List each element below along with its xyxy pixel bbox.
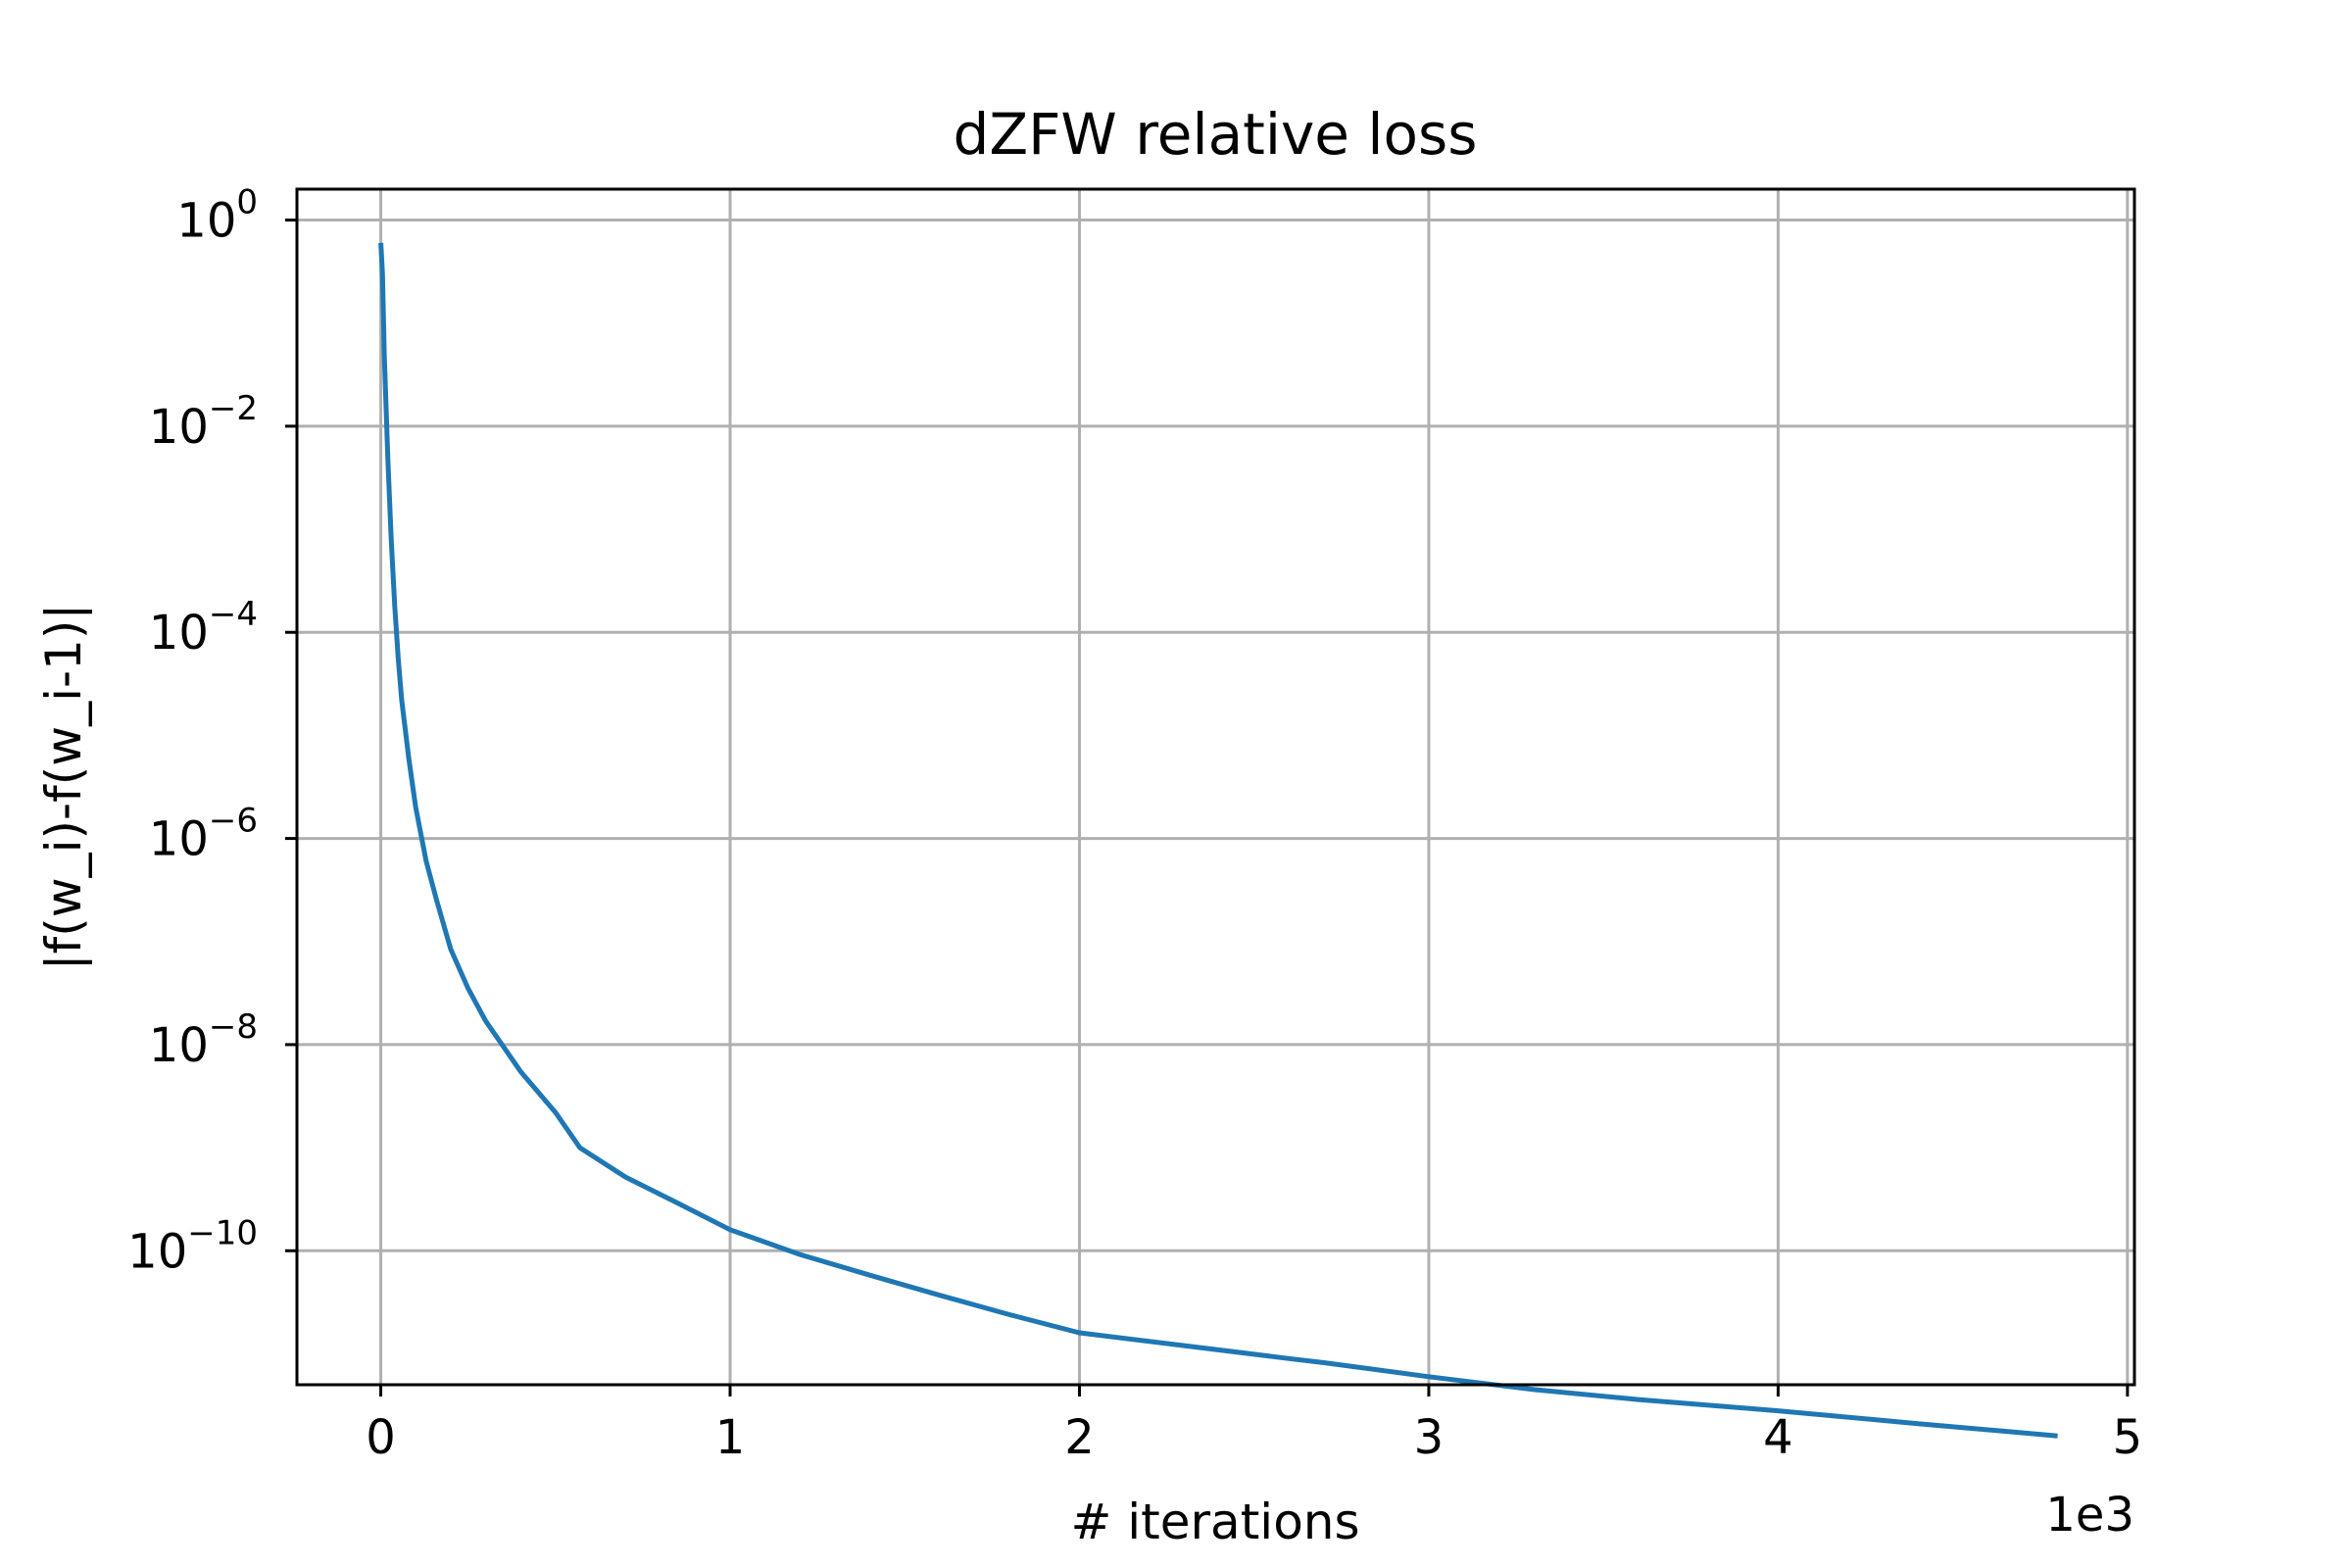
y-tick-exponent: −8	[209, 1007, 258, 1047]
y-tick-base: 10	[127, 1224, 187, 1279]
x-tick-label: 3	[1414, 1410, 1445, 1465]
y-tick-base: 10	[149, 1018, 209, 1073]
y-tick-label: 10−6	[149, 802, 258, 867]
y-tick-exponent: 0	[236, 183, 258, 222]
x-tick-label: 1	[715, 1410, 746, 1465]
y-axis-label: |f(w_i)-f(w_i-1)|	[35, 604, 92, 970]
plot-frame	[295, 187, 2136, 1387]
y-tick-base: 10	[149, 400, 209, 455]
series-layer	[378, 242, 2058, 1439]
y-tick-label: 100	[176, 183, 258, 249]
series-line	[378, 242, 2058, 1439]
y-tick-label: 10−2	[149, 389, 258, 455]
y-tick-label: 10−8	[149, 1007, 258, 1073]
y-tick-base: 10	[149, 812, 209, 867]
x-tick-label: 2	[1064, 1410, 1095, 1465]
y-tick-base: 10	[149, 606, 209, 661]
x-axis: 0 1 2 3 4 5	[366, 1385, 2142, 1465]
x-tick-label: 5	[2113, 1410, 2143, 1465]
x-axis-offset-text: 1e3	[2045, 1488, 2134, 1543]
y-tick-exponent: −10	[187, 1213, 258, 1252]
chart-title: dZFW relative loss	[954, 101, 1478, 168]
x-tick-label: 4	[1763, 1410, 1793, 1465]
y-tick-exponent: −4	[209, 595, 258, 634]
grid	[297, 189, 2134, 1385]
y-tick-exponent: −2	[209, 389, 258, 428]
y-tick-label: 10−10	[127, 1213, 258, 1279]
y-tick-exponent: −6	[209, 802, 258, 841]
y-tick-base: 10	[176, 194, 236, 249]
y-tick-label: 10−4	[149, 595, 258, 661]
x-axis-label: # iterations	[1070, 1494, 1359, 1550]
x-tick-label: 0	[366, 1410, 396, 1465]
